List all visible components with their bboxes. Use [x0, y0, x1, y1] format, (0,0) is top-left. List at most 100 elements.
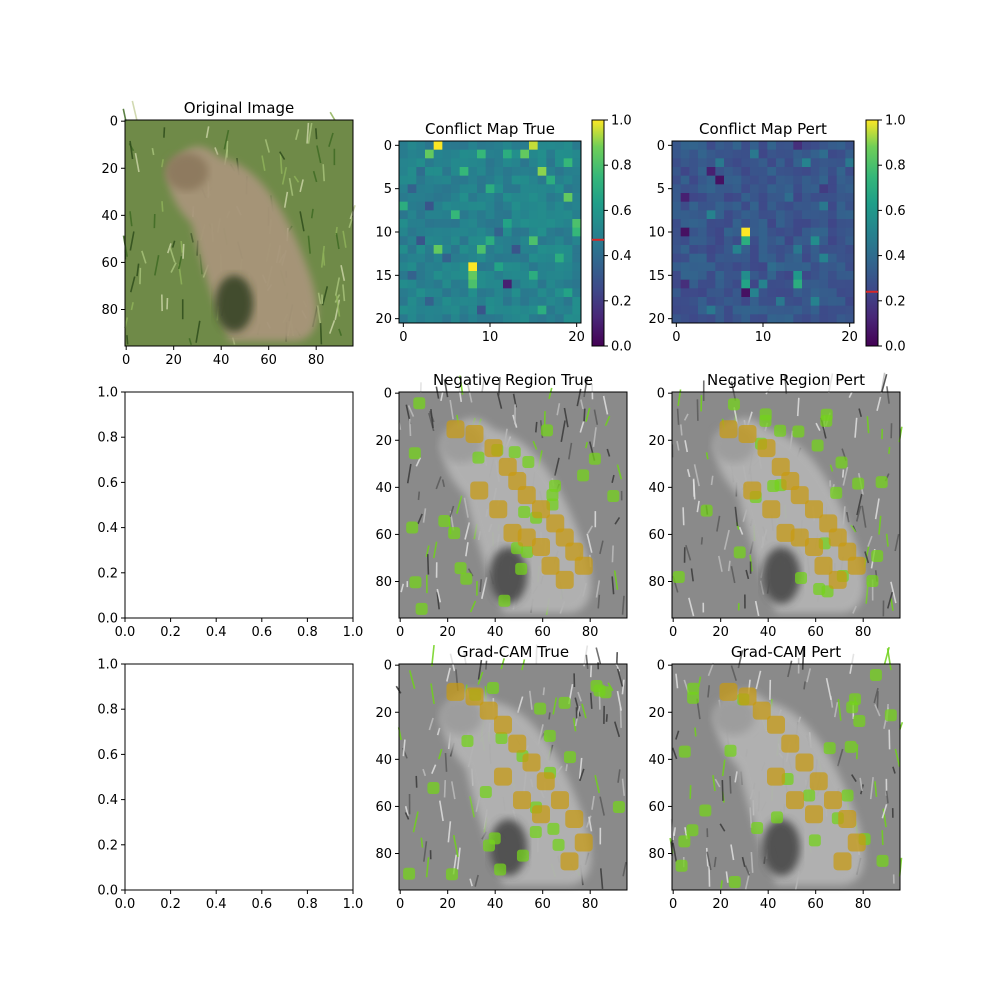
heatmap-cell	[563, 167, 573, 177]
heatmap-cell	[689, 253, 699, 263]
heatmap-cell	[433, 305, 443, 315]
heatmap-cell	[425, 314, 435, 324]
overlay-highlight-block	[767, 767, 785, 786]
heatmap-cell	[689, 271, 699, 281]
overlay-highlight-block	[560, 852, 579, 871]
heatmap-cell	[758, 227, 768, 237]
heatmap-cell	[442, 262, 452, 272]
heatmap-cell	[698, 167, 708, 177]
x-tick-label: 20	[439, 625, 456, 640]
y-tick-label: 80	[648, 847, 665, 862]
heatmap-cell	[767, 201, 777, 211]
grass-blade	[621, 778, 626, 796]
grass-blade	[161, 201, 164, 212]
heatmap-cell	[399, 210, 409, 220]
grass-blade	[406, 463, 412, 484]
empty-axes-area	[125, 392, 353, 618]
heatmap-cell	[706, 175, 716, 185]
heatmap-cell	[416, 184, 426, 194]
heatmap-cell	[680, 288, 690, 298]
grass-blade	[430, 683, 435, 705]
heatmap-cell	[845, 288, 855, 298]
heatmap-cell	[741, 305, 751, 315]
overlay-green-block	[728, 875, 741, 888]
heatmap-cell	[706, 141, 716, 151]
y-tick-label: 0	[657, 387, 665, 402]
y-tick-label: 60	[375, 528, 392, 543]
heatmap-cell	[485, 210, 495, 220]
heatmap-cell	[511, 253, 521, 263]
heatmap-cell	[732, 253, 742, 263]
grass-blade	[535, 421, 538, 433]
x-tick-label: 60	[260, 353, 277, 368]
heatmap-cell	[715, 288, 725, 298]
colorbar-tick-label: 0.6	[611, 204, 632, 219]
grass-blade	[279, 151, 286, 161]
heatmap-cell	[819, 158, 829, 168]
grass-blade	[622, 861, 627, 877]
heatmap-cell	[485, 305, 495, 315]
heatmap-cell	[836, 227, 846, 237]
heatmap-cell	[433, 314, 443, 324]
heatmap-cell	[407, 253, 417, 263]
heatmap-cell	[546, 288, 556, 298]
heatmap-cell	[477, 141, 487, 151]
x-tick-label: 0	[669, 897, 677, 912]
heatmap-cell	[810, 236, 820, 246]
heatmap-cell	[680, 227, 690, 237]
heatmap-cell	[563, 279, 573, 289]
heatmap-cell	[529, 236, 539, 246]
overlay-green-block	[811, 439, 824, 452]
grass-blade	[719, 823, 726, 832]
grass-blade	[672, 842, 678, 862]
overlay-green-block	[543, 729, 556, 742]
heatmap-cell	[459, 271, 469, 281]
grass-blade	[881, 830, 884, 846]
heatmap-cell	[724, 262, 734, 272]
heatmap-cell	[529, 314, 539, 324]
heatmap-cell	[485, 262, 495, 272]
panel-empty-1: 0.0 0.2 0.4 0.6 0.8 1.0 0.0 0.2 0.4 0.6 0.8 1.0	[97, 386, 363, 641]
heatmap-cell	[529, 262, 539, 272]
heatmap-cell	[836, 175, 846, 185]
heatmap-cell	[572, 210, 582, 220]
heatmap-cell	[784, 219, 794, 229]
heatmap-cell	[563, 175, 573, 185]
heatmap-cell	[468, 227, 478, 237]
heatmap-cell	[485, 149, 495, 159]
heatmap-cell	[407, 288, 417, 298]
grass-blade	[755, 670, 762, 690]
heatmap-cell	[433, 279, 443, 289]
heatmap-cell	[776, 305, 786, 315]
grass-blade	[741, 856, 746, 868]
heatmap-cell	[407, 314, 417, 324]
heatmap-cell	[767, 193, 777, 203]
overlay-highlight-block	[503, 523, 522, 542]
grass-blade	[885, 533, 889, 547]
heatmap-cell	[758, 245, 768, 255]
heatmap-cell	[698, 201, 708, 211]
x-tick-label: 0	[672, 330, 680, 345]
x-tick-label: 20	[712, 625, 729, 640]
heatmap-cell	[511, 184, 521, 194]
overlay-highlight-block	[847, 556, 866, 575]
heatmap-cell	[698, 158, 708, 168]
heatmap-cell	[459, 141, 469, 151]
heatmap-cell	[555, 262, 565, 272]
heatmap-cell	[399, 167, 409, 177]
overlay-highlight-block	[790, 528, 809, 547]
colorbar-tick-label: 0.8	[885, 159, 906, 174]
heatmap-cell	[706, 253, 716, 263]
overlay-highlight-block	[484, 439, 503, 458]
heatmap-cell	[529, 158, 539, 168]
grass-blade	[459, 375, 464, 395]
y-tick-label: 40	[375, 753, 392, 768]
grass-blade	[467, 384, 473, 403]
grass-blade	[734, 771, 738, 783]
heatmap-cell	[819, 262, 829, 272]
grass-blade	[423, 841, 428, 862]
grass-blade	[312, 170, 318, 183]
heatmap-cell	[399, 141, 409, 151]
heatmap-cell	[442, 297, 452, 307]
y-tick-label: 80	[375, 575, 392, 590]
